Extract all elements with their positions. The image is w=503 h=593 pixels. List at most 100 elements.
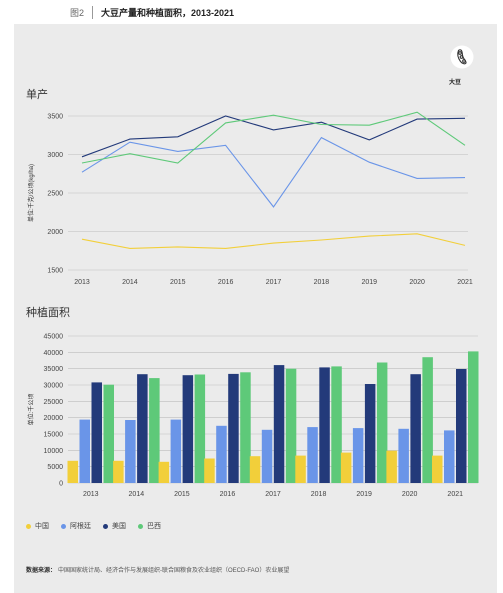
y-axis-label: 单位:千公顷 [27,394,35,426]
legend-label-argentina: 阿根廷 [70,523,91,530]
figure-header: 图2 大豆产量和种植面积，2013-2021 [70,6,234,19]
x-tick-label: 2015 [170,279,186,286]
bar [364,384,376,483]
source-label: 数据来源： [26,568,57,574]
y-tick-label: 2000 [47,229,63,236]
bar [273,365,285,483]
bar [386,450,397,483]
y-tick-label: 25000 [44,399,64,406]
bar [331,366,342,483]
bar [149,378,160,483]
bar [398,428,409,483]
x-tick-label: 2019 [356,491,372,498]
legend-swatch-china [26,523,31,529]
legend: 中国 阿根廷 美国 巴西 [26,521,173,531]
bar [319,367,330,483]
y-tick-label: 3000 [47,152,63,159]
x-tick-label: 2017 [266,279,282,286]
x-tick-label: 2014 [129,491,145,498]
x-tick-label: 2018 [314,279,330,286]
y-tick-label: 40000 [44,350,64,357]
bar [240,372,251,483]
legend-swatch-argentina [61,523,66,529]
y-tick-label: 3500 [47,114,63,121]
x-tick-label: 2019 [361,279,377,286]
y-tick-label: 15000 [44,432,64,439]
y-tick-label: 20000 [44,415,64,422]
y-tick-label: 5000 [47,464,63,471]
bar [113,460,124,483]
area-bar-chart: 0 5000 10000 15000 20000 25000 30000 35000 40000… [27,334,479,498]
bar [91,382,102,483]
legend-swatch-brazil [138,523,143,529]
area-chart-title: 种植面积 [26,307,70,319]
x-tick-label: 2016 [218,279,234,286]
x-tick-label: 2013 [83,491,99,498]
y-tick-label: 30000 [44,383,64,390]
bar [410,374,421,483]
bar [352,428,364,483]
x-tick-label: 2021 [457,279,473,286]
legend-item-brazil: 巴西 [138,521,161,531]
x-tick-label: 2017 [265,491,281,498]
legend-item-argentina: 阿根廷 [61,521,91,531]
bar [295,455,306,483]
series-line [81,136,466,208]
bar [228,373,239,483]
bar [468,351,479,483]
legend-label-brazil: 巴西 [147,523,161,530]
data-source-note: 数据来源： 中国国家统计局、经济合作与发展组织-联合国粮食及农业组织（OECD-F… [26,565,289,574]
y-tick-label: 1500 [47,268,63,275]
y-tick-label: 0 [59,481,63,488]
bar [194,374,206,483]
bar [376,362,388,483]
y-tick-label: 10000 [44,448,64,455]
bar [444,430,455,483]
figure-number: 图2 [70,6,94,19]
yield-line-chart: 1500 2000 2500 3000 3500 2013 2014 2015 2016 2017… [27,111,473,286]
legend-label-china: 中国 [35,523,49,530]
bar [307,427,318,483]
figure-title: 大豆产量和种植面积，2013-2021 [101,8,235,18]
x-tick-label: 2018 [311,491,327,498]
bar [432,455,443,483]
x-tick-label: 2020 [409,279,425,286]
bar [170,419,182,483]
series-line [81,111,466,164]
soybean-icon [450,45,474,74]
bar [204,458,215,483]
legend-item-china: 中国 [26,521,49,531]
bar [79,419,90,483]
bar [137,374,148,483]
x-tick-label: 2016 [220,491,236,498]
bar [261,429,273,483]
legend-swatch-usa [103,523,108,529]
x-tick-label: 2021 [447,491,463,498]
x-tick-label: 2020 [402,491,418,498]
legend-label-usa: 美国 [112,523,126,530]
bar [216,425,227,483]
bar [340,452,352,483]
bar [456,369,467,483]
y-tick-label: 35000 [44,366,64,373]
bar [125,420,136,483]
bar [182,375,194,483]
y-axis-label: 单位:千克/公顷(kg/ha) [27,164,35,222]
bar [67,460,78,483]
x-tick-label: 2013 [74,279,90,286]
x-tick-label: 2014 [122,279,138,286]
x-tick-label: 2015 [174,491,190,498]
bar [103,384,114,483]
y-tick-label: 45000 [44,334,64,341]
series-line [81,115,466,158]
y-tick-label: 2500 [47,191,63,198]
bar [285,368,297,483]
bar [422,357,433,483]
yield-chart-title: 单产 [26,89,48,101]
source-text: 中国国家统计局、经济合作与发展组织-联合国粮食及农业组织（OECD-FAO）农业… [58,568,290,574]
series-line [81,233,466,249]
badge-label: 大豆 [449,80,462,86]
bar [158,461,170,483]
bar [249,456,261,483]
legend-item-usa: 美国 [103,521,126,531]
